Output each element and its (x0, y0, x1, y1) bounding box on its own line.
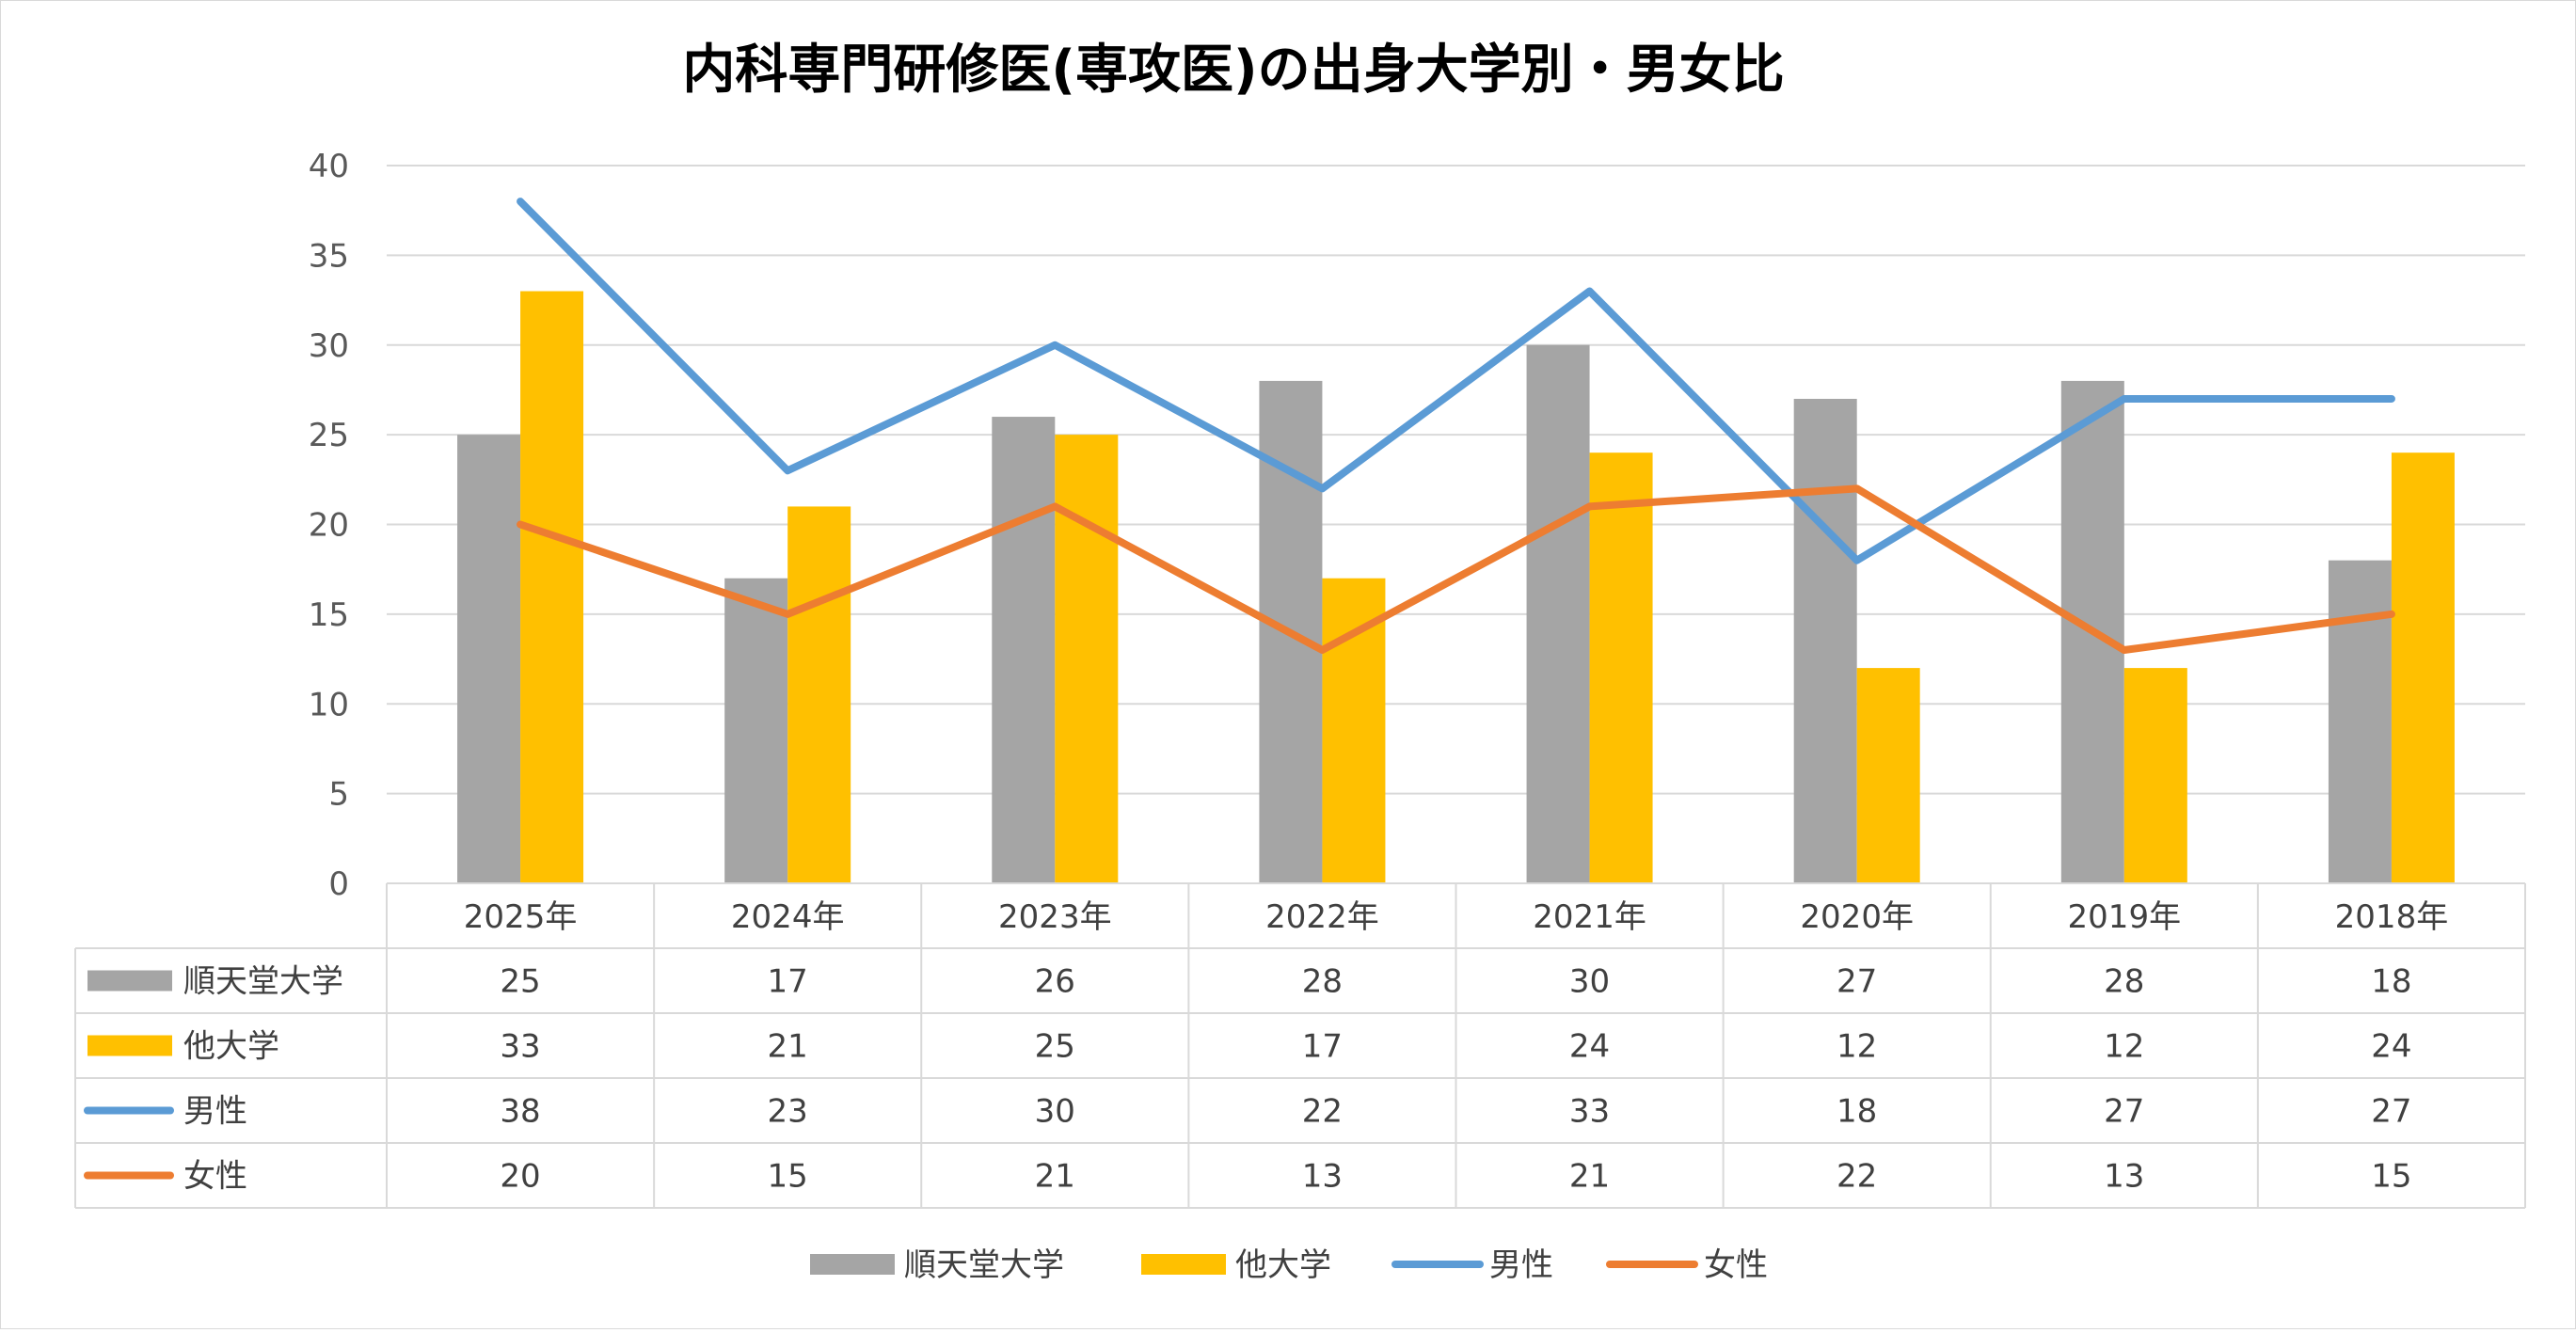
y-tick-label: 40 (309, 148, 349, 185)
bar (520, 291, 584, 883)
data-label: 30 (1569, 963, 1610, 1001)
gridlines (387, 165, 2525, 795)
data-label: 20 (500, 1158, 540, 1196)
data-label: 27 (2104, 1093, 2144, 1131)
bar (1589, 452, 1653, 883)
bar (2328, 560, 2392, 883)
data-label: 24 (2371, 1028, 2411, 1066)
lines (517, 198, 2395, 655)
bar (1793, 398, 1857, 884)
data-label: 38 (500, 1093, 540, 1131)
data-label: 22 (1837, 1158, 1877, 1196)
table-legend-key (87, 1035, 172, 1056)
legend-label: 男性 (1489, 1246, 1553, 1284)
y-axis-ticks: 0 5 10 15 20 25 30 35 40 (309, 148, 349, 903)
table-row-label: 男性 (183, 1093, 247, 1131)
legend-label: 順天堂大学 (904, 1246, 1064, 1284)
bar (2391, 452, 2455, 883)
y-tick-label: 10 (309, 686, 349, 723)
data-label: 15 (768, 1158, 808, 1196)
y-tick-label: 30 (309, 327, 349, 365)
data-label: 33 (500, 1028, 540, 1066)
chart-title: 内科専門研修医(専攻医)の出身大学別・男女比 (682, 40, 1784, 101)
table-row-label: 女性 (183, 1158, 247, 1196)
bar (1055, 435, 1119, 883)
y-tick-label: 5 (328, 776, 349, 814)
series-line (517, 198, 2395, 564)
data-label: 25 (1035, 1028, 1075, 1066)
data-label: 26 (1035, 963, 1075, 1001)
data-label: 13 (2104, 1158, 2144, 1196)
legend-key (810, 1254, 895, 1275)
x-category-label: 2018年 (2335, 898, 2449, 936)
y-tick-label: 20 (309, 507, 349, 545)
data-label: 12 (2104, 1028, 2144, 1066)
data-label: 18 (2371, 963, 2411, 1001)
bar (457, 435, 521, 883)
data-label: 21 (1569, 1158, 1610, 1196)
data-label: 33 (1569, 1093, 1610, 1131)
y-tick-label: 35 (309, 237, 349, 275)
bar (2123, 668, 2187, 883)
table-legend-key (87, 970, 172, 992)
data-label: 13 (1302, 1158, 1343, 1196)
bars (457, 291, 2455, 884)
bar (992, 417, 1056, 883)
x-category-label: 2019年 (2068, 898, 2182, 936)
data-label: 30 (1035, 1093, 1075, 1131)
data-label: 15 (2371, 1158, 2411, 1196)
data-label: 27 (2371, 1093, 2411, 1131)
x-category-label: 2023年 (998, 898, 1112, 936)
data-label: 17 (1302, 1028, 1343, 1066)
legend-label: 女性 (1704, 1246, 1768, 1284)
legend: 順天堂大学 他大学 男性 女性 (810, 1246, 1768, 1284)
data-label: 21 (1035, 1158, 1075, 1196)
y-tick-label: 25 (309, 417, 349, 454)
data-label: 17 (768, 963, 808, 1001)
data-label: 28 (2104, 963, 2144, 1001)
data-label: 18 (1837, 1093, 1877, 1131)
y-tick-label: 15 (309, 596, 349, 634)
legend-label: 他大学 (1235, 1246, 1331, 1284)
data-label: 21 (768, 1028, 808, 1066)
bar (724, 578, 788, 883)
x-category-label: 2025年 (464, 898, 578, 936)
table-row-label: 順天堂大学 (183, 963, 343, 1001)
table-row-label: 他大学 (183, 1028, 279, 1066)
data-table: 2025年 2024年 2023年 2022年 2021年 2020年 2019年 2018年… (74, 882, 2526, 1209)
legend-key (1141, 1254, 1226, 1275)
series-line (517, 484, 2395, 655)
data-label: 12 (1837, 1028, 1877, 1066)
x-category-label: 2024年 (731, 898, 845, 936)
x-category-label: 2021年 (1533, 898, 1646, 936)
data-label: 27 (1837, 963, 1877, 1001)
data-label: 28 (1302, 963, 1343, 1001)
x-category-label: 2022年 (1265, 898, 1379, 936)
y-tick-label: 0 (328, 865, 349, 903)
bar (1856, 668, 1920, 883)
data-label: 23 (768, 1093, 808, 1131)
data-label: 25 (500, 963, 540, 1001)
data-label: 22 (1302, 1093, 1343, 1131)
bar (1526, 344, 1590, 883)
x-category-label: 2020年 (1800, 898, 1914, 936)
data-label: 24 (1569, 1028, 1610, 1066)
bar (787, 506, 851, 883)
